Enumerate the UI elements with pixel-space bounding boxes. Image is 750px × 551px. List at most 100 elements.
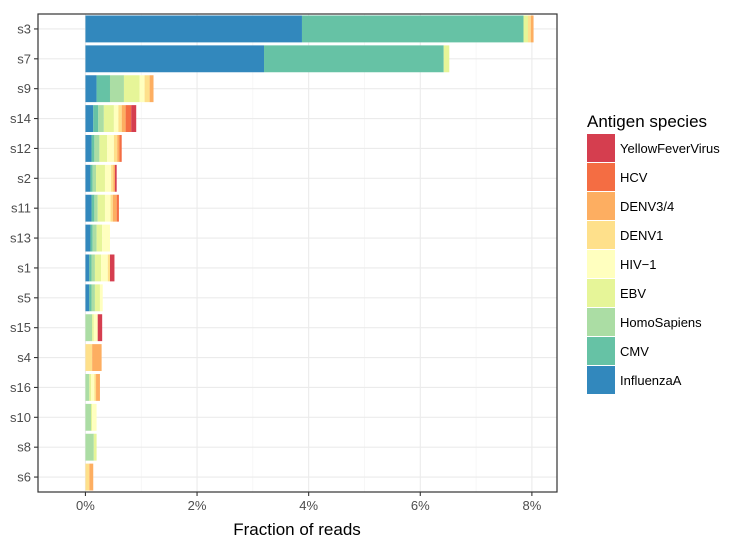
bar-segment-s5-influenzaa (85, 284, 90, 312)
legend: Antigen species YellowFeverVirus HCV DENV3… (587, 112, 720, 394)
legend-swatch-yellowfevervirus (587, 134, 615, 162)
bar-segment-s3-ebv (523, 15, 528, 43)
bar-segment-s11-hiv-1 (104, 194, 111, 222)
bar-segment-s1-yellowfevervirus (109, 254, 115, 282)
bar-segment-s5-cmv (89, 284, 92, 312)
y-tick-label: s9 (17, 81, 31, 96)
bar-segment-s14-yellowfevervirus (131, 105, 137, 133)
legend-title: Antigen species (587, 112, 707, 131)
bar-segment-s12-influenzaa (85, 134, 92, 162)
y-tick-label: s5 (17, 290, 31, 305)
bar-segment-s15-homosapiens (85, 314, 93, 342)
bar-segment-s1-denv1 (107, 254, 110, 282)
bar-segment-s2-denv1 (111, 164, 114, 192)
x-tick-label: 0% (76, 498, 95, 513)
x-tick-label: 6% (411, 498, 430, 513)
bar-segment-s1-cmv (89, 254, 92, 282)
bar-segment-s13-cmv (90, 224, 93, 252)
bar-segment-s11-hcv (116, 194, 119, 222)
bar-segment-s5-hiv-1 (99, 284, 103, 312)
bar-segment-s7-ebv (443, 45, 450, 73)
bar-segment-s12-hcv (119, 134, 122, 162)
legend-label-homosapiens: HomoSapiens (620, 315, 702, 330)
bar-segment-s16-denv1 (94, 373, 97, 401)
bar-segment-s12-denv1 (113, 134, 118, 162)
bar-segment-s11-ebv (97, 194, 105, 222)
bar-segment-s14-hcv (125, 105, 132, 133)
panel-border (37, 13, 558, 493)
legend-label-influenzaa: InfluenzaA (620, 373, 682, 388)
legend-label-hcv: HCV (620, 170, 648, 185)
bar-segment-s12-hiv-1 (107, 134, 114, 162)
bar-segment-s11-cmv (91, 194, 95, 222)
bar-segment-s8-ebv (93, 433, 97, 461)
y-tick-label: s3 (17, 21, 31, 36)
bar-segment-s3-influenzaa (85, 15, 302, 43)
bar-segment-s11-denv3-4 (112, 194, 117, 222)
bar-segment-s16-ebv (89, 373, 92, 401)
bar-segment-s1-hiv-1 (101, 254, 108, 282)
bar-segment-s13-influenzaa (85, 224, 91, 252)
bar-segment-s14-hiv-1 (113, 105, 119, 133)
y-tick-label: s14 (10, 111, 31, 126)
bar-segment-s9-influenzaa (85, 75, 97, 103)
bar-segment-s1-influenzaa (85, 254, 90, 282)
legend-label-yellowfevervirus: YellowFeverVirus (620, 141, 720, 156)
bar-segment-s9-hiv-1 (139, 75, 145, 103)
bar-segment-s12-cmv (91, 134, 95, 162)
y-tick-label: s1 (17, 260, 31, 275)
y-tick-label: s7 (17, 51, 31, 66)
bar-segment-s14-cmv (93, 105, 99, 133)
y-tick-label: s12 (10, 141, 31, 156)
y-tick-label: s2 (17, 171, 31, 186)
bar-segment-s9-denv1 (144, 75, 150, 103)
bar-segment-s16-homosapiens (85, 373, 90, 401)
bar-segment-s2-hiv-1 (104, 164, 112, 192)
bar-segment-s2-homosapiens (92, 164, 97, 192)
x-tick-label: 2% (188, 498, 207, 513)
bar-segment-s8-homosapiens (85, 433, 94, 461)
bar-segment-s5-homosapiens (91, 284, 95, 312)
y-axis-ticks: s3 s7 s9 s14 s12 s2 s11 s13 s1 s5 s15 s4 s16 s10 s8 s6 (10, 21, 38, 485)
bar-segment-s12-denv3-4 (117, 134, 120, 162)
bar-segment-s15-yellowfevervirus (97, 314, 103, 342)
bar-segment-s9-homosapiens (109, 75, 124, 103)
bar-segment-s13-ebv (96, 224, 103, 252)
legend-swatch-denv1 (587, 221, 615, 249)
bar-segment-s16-denv3-4 (96, 373, 100, 401)
bar-segment-s2-yellowfevervirus (115, 164, 117, 192)
bar-segment-s9-denv3-4 (149, 75, 154, 103)
bar-segment-s14-denv1 (118, 105, 122, 133)
y-tick-label: s6 (17, 470, 31, 485)
bar-segment-s15-hiv-1 (93, 314, 98, 342)
x-tick-label: 4% (299, 498, 318, 513)
bar-segment-s2-cmv (90, 164, 93, 192)
bar-segment-s11-influenzaa (85, 194, 92, 222)
x-tick-label: 8% (522, 498, 541, 513)
bar-segment-s3-cmv (301, 15, 524, 43)
bar-segment-s9-cmv (96, 75, 110, 103)
bars (85, 15, 534, 491)
y-tick-label: s4 (17, 350, 31, 365)
bar-segment-s11-homosapiens (94, 194, 98, 222)
bar-segment-s6-denv1 (85, 463, 90, 491)
bar-segment-s2-ebv (96, 164, 105, 192)
bar-segment-s12-ebv (99, 134, 108, 162)
legend-label-cmv: CMV (620, 344, 649, 359)
bar-segment-s13-homosapiens (92, 224, 97, 252)
legend-swatch-homosapiens (587, 308, 615, 336)
y-tick-label: s11 (11, 201, 31, 216)
bar-segment-s7-cmv (264, 45, 444, 73)
legend-swatch-ebv (587, 279, 615, 307)
y-tick-label: s8 (17, 440, 31, 455)
bar-segment-s4-denv3-4 (92, 344, 102, 372)
legend-label-denv3-4: DENV3/4 (620, 199, 674, 214)
bar-segment-s5-ebv (94, 284, 100, 312)
bar-segment-s10-hiv-1 (92, 403, 97, 431)
bar-segment-s13-hiv-1 (102, 224, 110, 252)
bar-segment-s15-ebv (92, 314, 94, 342)
bar-segment-s1-homosapiens (91, 254, 95, 282)
bar-segment-s12-homosapiens (94, 134, 100, 162)
legend-swatch-hiv-1 (587, 250, 615, 278)
bar-segment-s3-denv1 (527, 15, 531, 43)
